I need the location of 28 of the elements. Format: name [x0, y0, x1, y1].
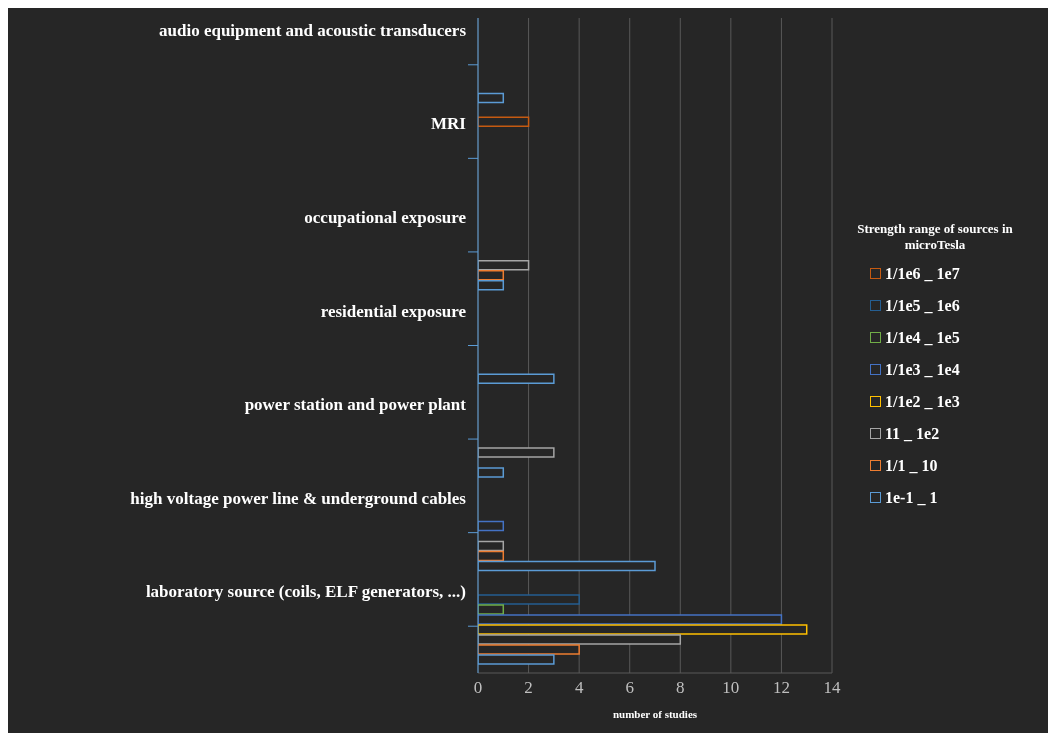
x-tick-label: 4: [574, 678, 584, 698]
bar: [478, 116, 530, 127]
legend-label: 1/1e5 _ 1e6: [885, 296, 960, 315]
legend-label: 1/1e2 _ 1e3: [885, 392, 960, 411]
y-tick-label: laboratory source (coils, ELF generators, ...): [145, 582, 466, 602]
legend-label: 1e-1 _ 1: [885, 488, 938, 507]
y-tick-label: residential exposure: [320, 301, 467, 321]
y-tick-label: audio equipment and acoustic transducers: [159, 20, 467, 40]
x-tick-label: 6: [625, 678, 634, 698]
x-tick-label: 2: [524, 678, 533, 698]
x-tick-label: 0: [473, 678, 483, 698]
legend-label: 1/1 _ 10: [885, 456, 938, 475]
y-tick-label: high voltage power line & underground cables: [130, 488, 467, 508]
bar: [478, 447, 555, 458]
x-axis-title: number of studies: [612, 708, 698, 720]
legend-label: 1/1e4 _ 1e5: [885, 328, 960, 347]
x-tick-label: 14: [823, 678, 841, 698]
x-tick-label: 8: [676, 678, 685, 698]
legend-label: 1/1e6 _ 1e7: [885, 264, 960, 283]
bar: [478, 520, 505, 532]
legend-label: 1/1e3 _ 1e4: [885, 360, 960, 379]
x-tick-label: 10: [722, 678, 740, 698]
y-tick-label: MRI: [431, 114, 467, 134]
x-tick-label: 12: [772, 678, 790, 698]
y-tick-label: power station and power plant: [244, 395, 467, 415]
y-tick-label: occupational exposure: [304, 207, 467, 227]
legend-label: 11 _ 1e2: [885, 424, 940, 443]
legend-title: Strength range of sources in microTesla: [856, 220, 1014, 253]
